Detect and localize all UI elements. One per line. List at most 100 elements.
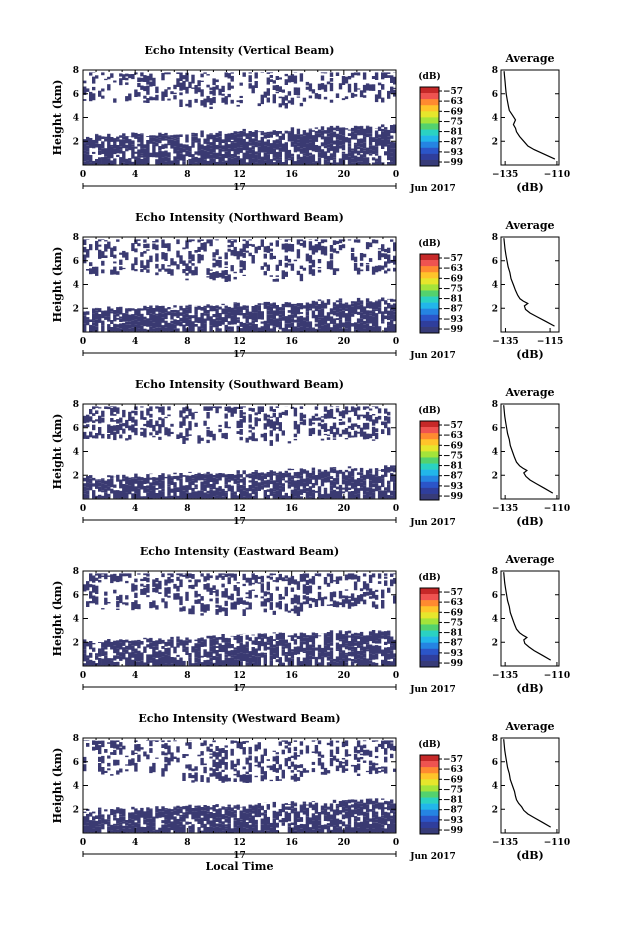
echo-cell [224, 432, 228, 440]
echo-cell [260, 239, 264, 247]
echo-cell [368, 242, 373, 248]
echo-cell [167, 414, 171, 417]
echo-cell [347, 129, 352, 131]
echo-cell [356, 146, 361, 150]
echo-cell [344, 768, 349, 771]
echo-cell [284, 271, 288, 277]
echo-cell [347, 805, 352, 813]
echo-cell [308, 478, 313, 485]
echo-cell [218, 661, 222, 666]
echo-cell [251, 426, 255, 430]
echo-cell [239, 328, 243, 332]
echo-cell [257, 103, 261, 107]
echo-cell [377, 137, 382, 146]
echo-cell [245, 596, 249, 599]
echo-cell [272, 489, 276, 492]
echo-cell [359, 125, 364, 127]
echo-cell [356, 651, 361, 655]
echo-cell [215, 589, 219, 597]
echo-cell [131, 144, 135, 147]
echo-cell [266, 597, 270, 603]
echo-cell [128, 825, 132, 829]
echo-cell [344, 808, 349, 812]
echo-cell [164, 72, 168, 75]
echo-cell [305, 139, 310, 144]
echo-cell [170, 480, 174, 485]
echo-cell [149, 306, 153, 314]
echo-cell [125, 649, 129, 654]
echo-cell [134, 493, 138, 499]
echo-cell [236, 325, 240, 330]
echo-cell [176, 663, 180, 666]
echo-cell [350, 764, 355, 767]
echo-cell [170, 821, 174, 831]
echo-cell [359, 143, 364, 148]
echo-cell [98, 135, 102, 141]
echo-cell [296, 306, 301, 315]
echo-cell [359, 757, 364, 760]
echo-cell [92, 139, 96, 149]
echo-cell [125, 324, 129, 332]
colorbar-swatch [420, 314, 439, 322]
echo-cell [209, 657, 213, 662]
echo-cell [161, 406, 165, 415]
echo-cell [191, 141, 195, 148]
echo-cell [227, 804, 231, 807]
echo-cell [200, 603, 204, 612]
echo-cell [371, 439, 376, 441]
echo-cell [374, 94, 379, 103]
echo-cell [368, 468, 373, 474]
echo-cell [161, 418, 165, 428]
echo-cell [182, 161, 186, 165]
echo-cell [314, 301, 319, 305]
echo-cell [272, 140, 276, 146]
echo-cell [197, 253, 201, 264]
echo-cell [239, 306, 243, 313]
x-tick-label: 8 [184, 671, 190, 681]
echo-cell [335, 740, 340, 743]
echo-cell [239, 492, 243, 499]
echo-cell [233, 820, 237, 828]
echo-cell [218, 473, 222, 481]
echo-cell [266, 472, 270, 478]
echo-cell [257, 131, 261, 133]
colorbar-swatch [420, 594, 439, 601]
echo-cell [131, 243, 135, 252]
echo-cell [185, 272, 189, 276]
echo-cell [368, 487, 373, 496]
echo-cell [278, 147, 282, 152]
echo-cell [359, 825, 364, 833]
echo-cell [266, 245, 270, 253]
echo-cell [362, 414, 367, 419]
echo-cell [215, 305, 219, 309]
echo-cell [287, 100, 292, 104]
echo-cell [221, 821, 225, 825]
echo-cell [161, 305, 165, 314]
echo-cell [233, 601, 237, 610]
echo-cell [233, 768, 237, 772]
echo-cell [251, 131, 255, 137]
echo-cell [242, 274, 246, 276]
echo-cell [278, 779, 282, 781]
echo-cell [89, 826, 93, 833]
echo-cell [170, 579, 174, 583]
echo-cell [275, 85, 279, 91]
echo-cell [341, 634, 346, 640]
echo-cell [320, 416, 325, 418]
echo-cell [122, 133, 126, 137]
echo-cell [269, 416, 273, 418]
echo-cell [104, 310, 108, 317]
colorbar-swatch [420, 755, 439, 762]
echo-cell [161, 820, 165, 824]
echo-cell [194, 85, 198, 94]
echo-cell [212, 477, 216, 483]
echo-cell [200, 757, 204, 766]
echo-cell [239, 812, 243, 820]
echo-cell [308, 128, 313, 130]
echo-cell [152, 308, 156, 315]
echo-cell [119, 259, 123, 265]
colorbar-swatch [420, 797, 439, 804]
echo-cell [134, 248, 138, 253]
echo-cell [263, 160, 267, 165]
echo-cell [362, 128, 367, 134]
